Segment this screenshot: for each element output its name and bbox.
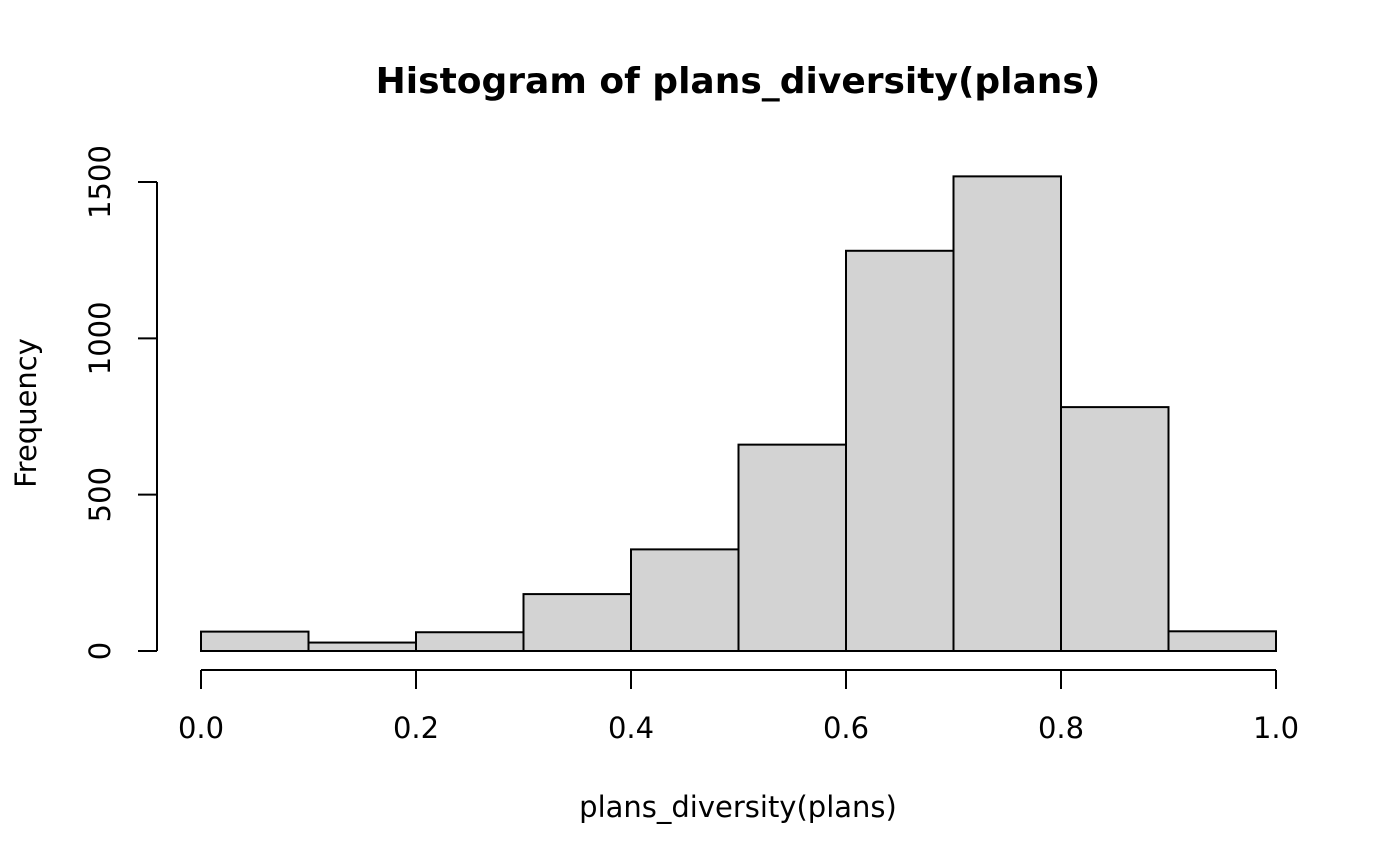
histogram-bar [1060,406,1170,652]
histogram-bar [737,443,847,653]
x-axis: 0.0 0.2 0.4 0.6 0.8 1.0 [178,669,1299,745]
histogram-bar [1167,630,1277,653]
y-tick-label: 1500 [83,145,117,219]
chart-title: Histogram of plans_diversity(plans) [376,61,1101,102]
histogram-bar [307,641,417,652]
y-tick-label: 500 [83,467,117,522]
histogram-bar [415,631,525,652]
histogram-bar [952,175,1062,652]
x-axis-label: plans_diversity(plans) [579,790,897,824]
histogram-bar [845,249,955,653]
histogram-bar [522,593,632,652]
y-tick-label: 0 [83,642,117,660]
x-tick-label: 0.2 [393,711,439,745]
x-tick-label: 1.0 [1253,711,1299,745]
y-axis: 0 500 1000 1500 [83,145,158,660]
x-tick-label: 0.8 [1038,711,1084,745]
y-tick-label: 1000 [83,301,117,375]
bars-group [200,175,1277,653]
y-axis-label: Frequency [9,338,43,488]
x-tick-label: 0.6 [823,711,869,745]
histogram-bar [630,548,740,653]
histogram-bar [200,630,310,653]
x-tick-label: 0.4 [608,711,654,745]
x-tick-label: 0.0 [178,711,224,745]
